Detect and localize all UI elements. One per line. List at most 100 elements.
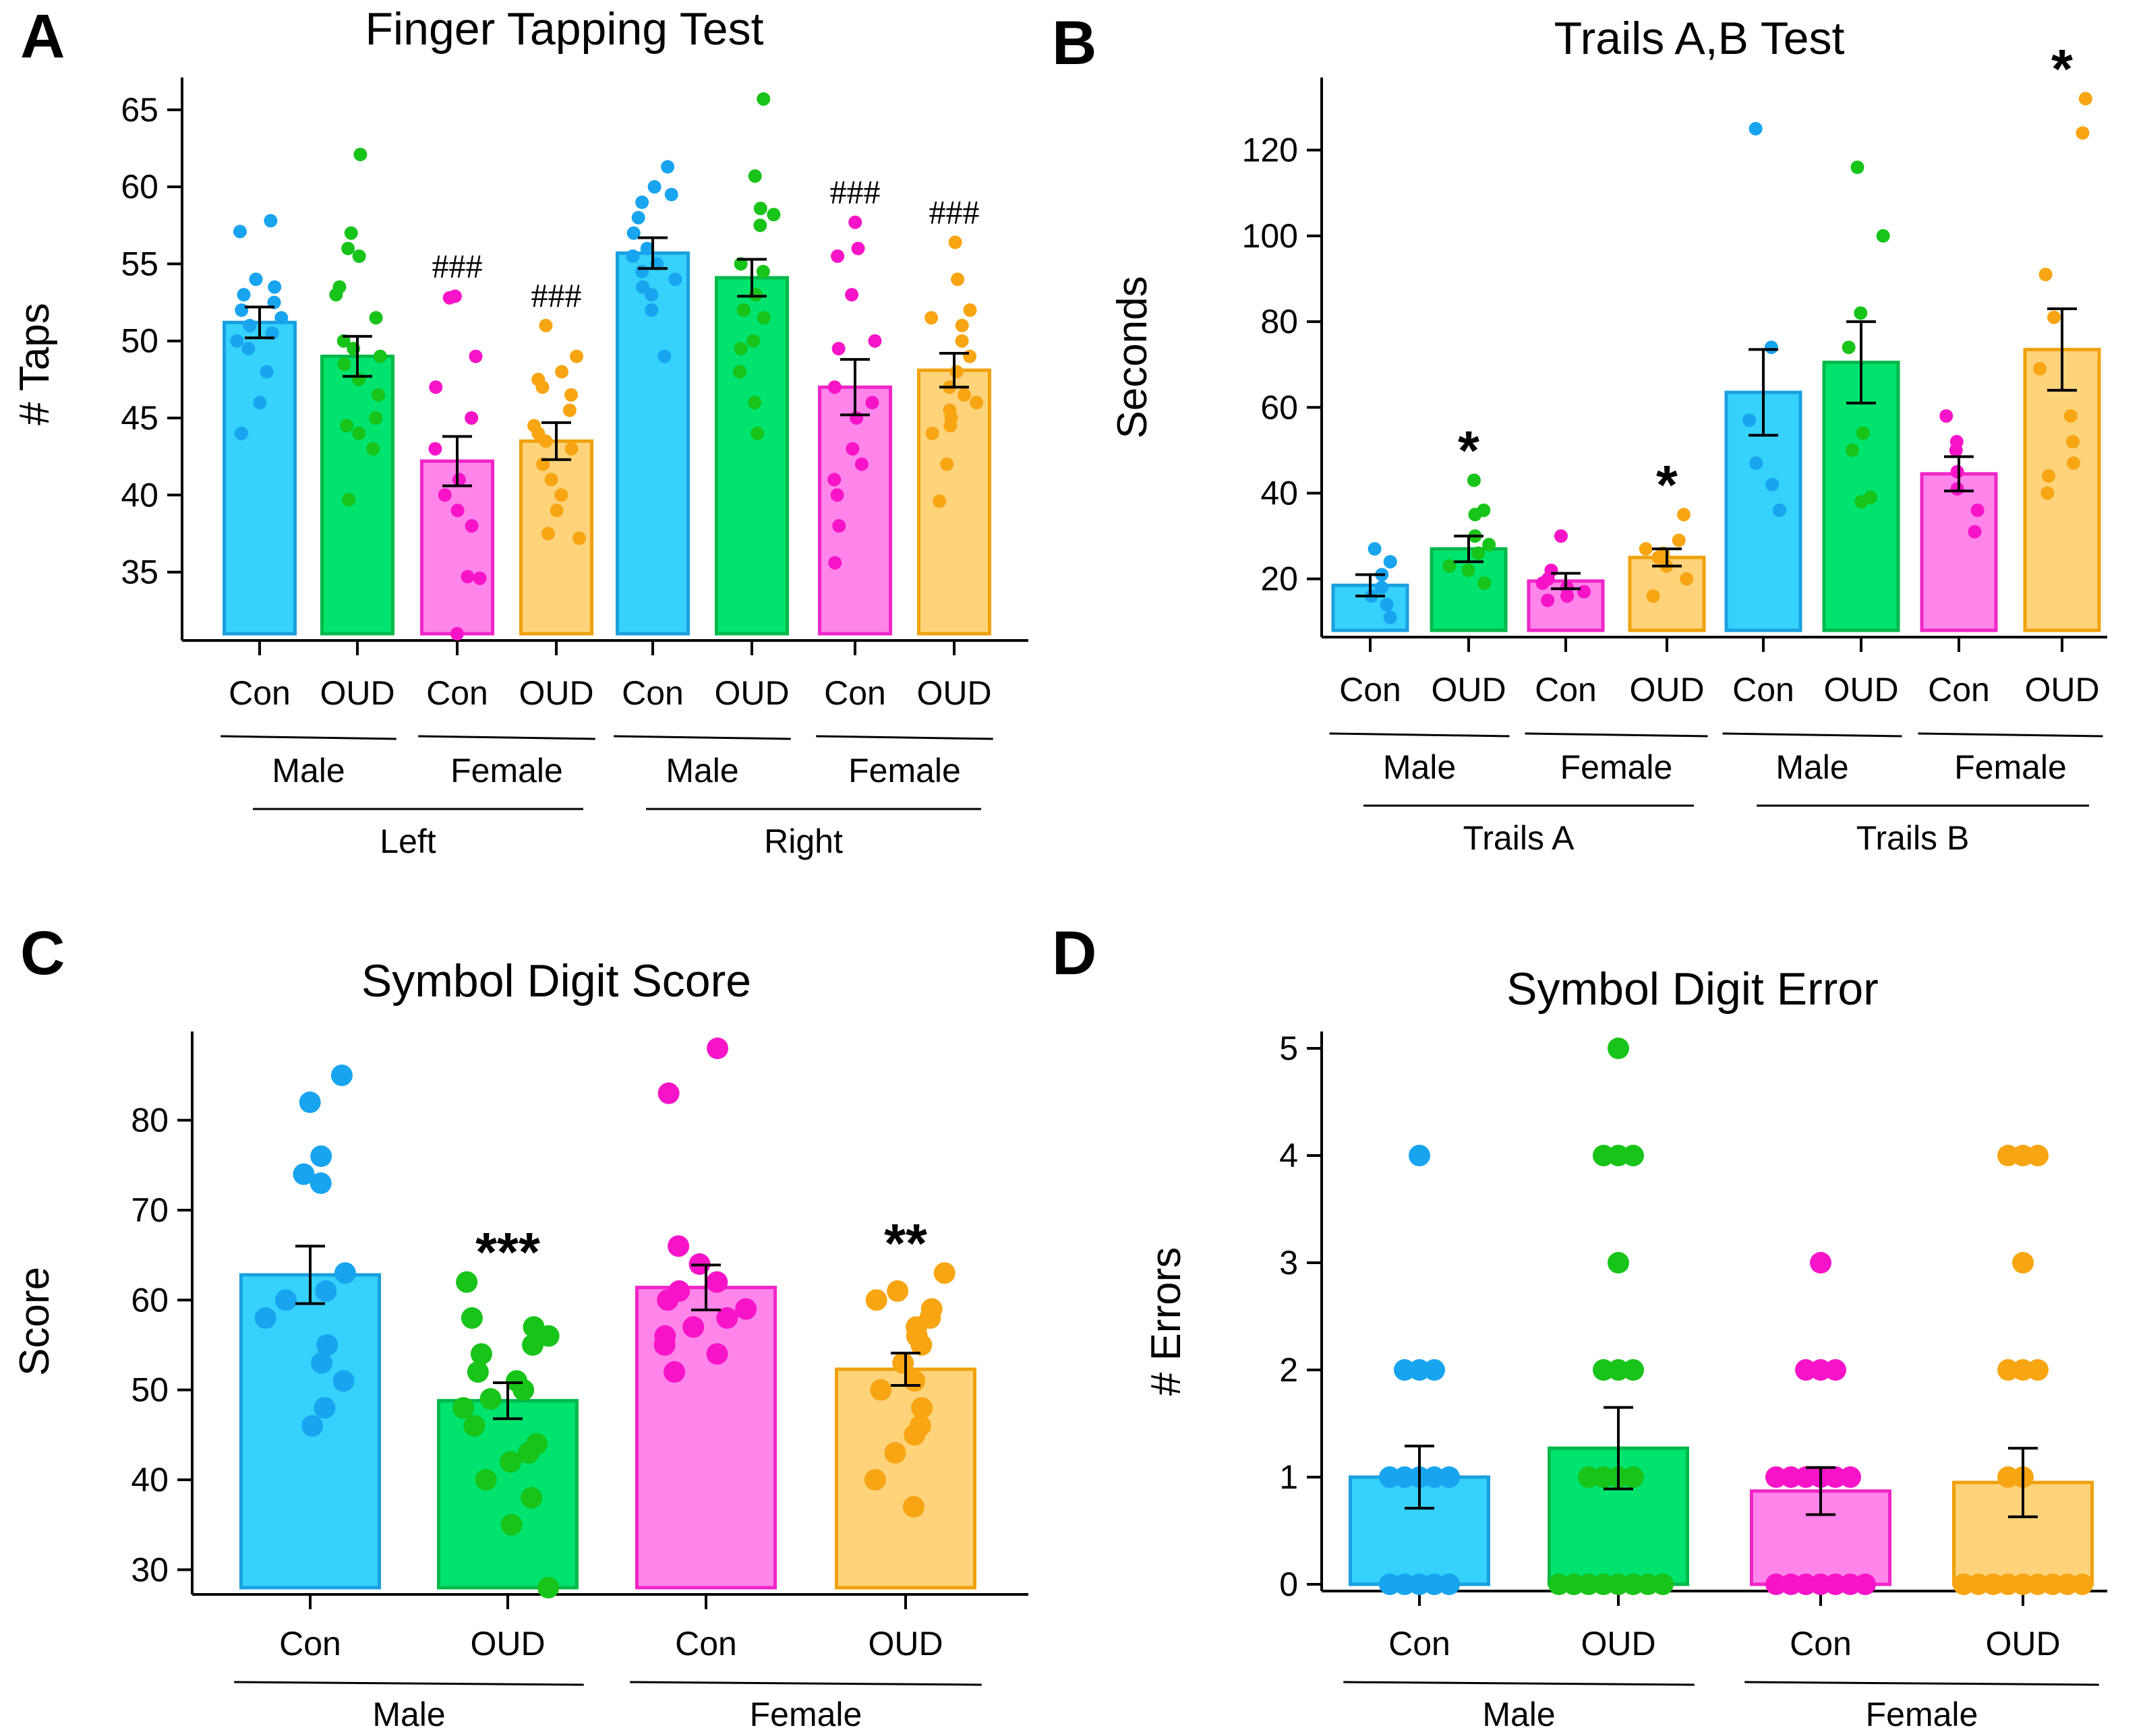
data-point bbox=[310, 1145, 332, 1167]
y-axis-label: Seconds bbox=[1109, 276, 1156, 438]
data-point bbox=[428, 442, 442, 456]
data-point bbox=[235, 303, 249, 317]
panel-d: D Symbol Digit Error # Errors 0 1 2 3 4 5 Con OUD C… bbox=[1052, 919, 2107, 1733]
data-point bbox=[1622, 1359, 1644, 1381]
data-point bbox=[631, 210, 645, 225]
data-point bbox=[572, 531, 586, 545]
y-tick-label: 65 bbox=[121, 91, 158, 129]
group-label-sex: Male bbox=[1383, 748, 1456, 786]
data-point bbox=[1997, 1466, 2019, 1488]
data-point bbox=[1846, 443, 1860, 457]
data-point bbox=[645, 288, 659, 302]
data-point bbox=[260, 365, 274, 379]
data-point bbox=[735, 1298, 757, 1320]
error-bar bbox=[1405, 1444, 1434, 1510]
y-tick-label: 4 bbox=[1279, 1137, 1298, 1174]
data-point bbox=[864, 1469, 886, 1491]
data-point bbox=[1593, 1145, 1614, 1166]
significance-annotation: ### bbox=[929, 193, 980, 231]
data-point bbox=[301, 1415, 324, 1437]
group-underline bbox=[418, 735, 595, 740]
data-point bbox=[635, 196, 649, 209]
data-point bbox=[902, 1496, 924, 1518]
data-point bbox=[1765, 1574, 1787, 1595]
data-point bbox=[706, 1271, 728, 1293]
data-point bbox=[830, 488, 844, 502]
data-point bbox=[1982, 1574, 2004, 1595]
data-point bbox=[734, 342, 748, 356]
error-bar bbox=[1806, 1466, 1835, 1516]
data-point bbox=[554, 488, 568, 502]
significance-annotation: ### bbox=[830, 173, 881, 211]
data-point bbox=[1795, 1359, 1817, 1381]
data-point bbox=[751, 426, 765, 440]
data-point bbox=[1810, 1574, 1831, 1595]
data-point bbox=[470, 1343, 492, 1365]
data-point bbox=[329, 288, 343, 302]
data-point bbox=[2042, 469, 2056, 483]
chart-title: Symbol Digit Score bbox=[361, 955, 751, 1007]
error-bar bbox=[1604, 1406, 1633, 1491]
data-point bbox=[479, 1388, 502, 1410]
data-point bbox=[234, 426, 248, 440]
data-point bbox=[1680, 572, 1694, 586]
data-point bbox=[2047, 310, 2061, 324]
group-label-sex: Male bbox=[1775, 748, 1848, 786]
data-point bbox=[1578, 1574, 1599, 1595]
group-underline bbox=[234, 1681, 584, 1686]
data-point bbox=[2066, 456, 2080, 470]
data-point bbox=[1383, 555, 1397, 569]
data-point bbox=[299, 1091, 321, 1113]
data-point bbox=[1379, 1466, 1401, 1488]
data-point bbox=[310, 1172, 332, 1194]
data-point bbox=[463, 1415, 486, 1437]
data-point bbox=[733, 365, 747, 379]
group-label-sex: Female bbox=[750, 1696, 862, 1733]
data-point bbox=[1780, 1574, 1802, 1595]
data-point bbox=[748, 169, 762, 183]
data-point bbox=[555, 365, 569, 379]
data-point bbox=[1593, 1359, 1614, 1381]
data-point bbox=[1764, 340, 1778, 355]
data-point bbox=[1854, 1574, 1876, 1595]
data-point bbox=[1970, 503, 1985, 517]
data-point bbox=[315, 1280, 337, 1302]
group-underline bbox=[1525, 732, 1708, 738]
data-point bbox=[948, 235, 962, 249]
data-point bbox=[369, 311, 383, 325]
data-point bbox=[1997, 1145, 2019, 1166]
data-point bbox=[1438, 1574, 1460, 1595]
data-point bbox=[2065, 435, 2080, 449]
significance-annotation: ### bbox=[432, 247, 483, 285]
data-point bbox=[1810, 1359, 1831, 1381]
data-point bbox=[1423, 1574, 1445, 1595]
error-bar bbox=[1551, 572, 1581, 591]
y-tick-label: 35 bbox=[121, 553, 158, 591]
data-point bbox=[850, 411, 864, 425]
category-label: Con bbox=[1732, 671, 1794, 709]
data-point bbox=[353, 148, 368, 162]
y-tick-label: 2 bbox=[1279, 1351, 1298, 1389]
significance-annotation: * bbox=[2051, 38, 2073, 100]
data-point bbox=[1780, 1466, 1802, 1488]
data-point bbox=[2040, 486, 2055, 500]
data-point bbox=[868, 334, 882, 348]
data-point bbox=[892, 1352, 914, 1374]
bar-con-male bbox=[223, 320, 297, 636]
error-bar bbox=[1944, 455, 1974, 493]
data-point bbox=[682, 1316, 705, 1338]
group-underline bbox=[221, 735, 396, 740]
data-point bbox=[1548, 1574, 1570, 1595]
data-point bbox=[943, 419, 958, 433]
data-point bbox=[887, 1280, 909, 1302]
data-point bbox=[369, 411, 383, 425]
data-point bbox=[2027, 1145, 2049, 1166]
category-label: OUD bbox=[1581, 1625, 1655, 1663]
data-point bbox=[1409, 1574, 1430, 1595]
error-bar bbox=[737, 258, 767, 298]
data-point bbox=[910, 1334, 933, 1356]
y-tick-label: 20 bbox=[1260, 560, 1298, 598]
bar-con-female bbox=[1920, 472, 1998, 632]
data-point bbox=[828, 556, 842, 570]
data-point bbox=[2027, 1359, 2049, 1381]
